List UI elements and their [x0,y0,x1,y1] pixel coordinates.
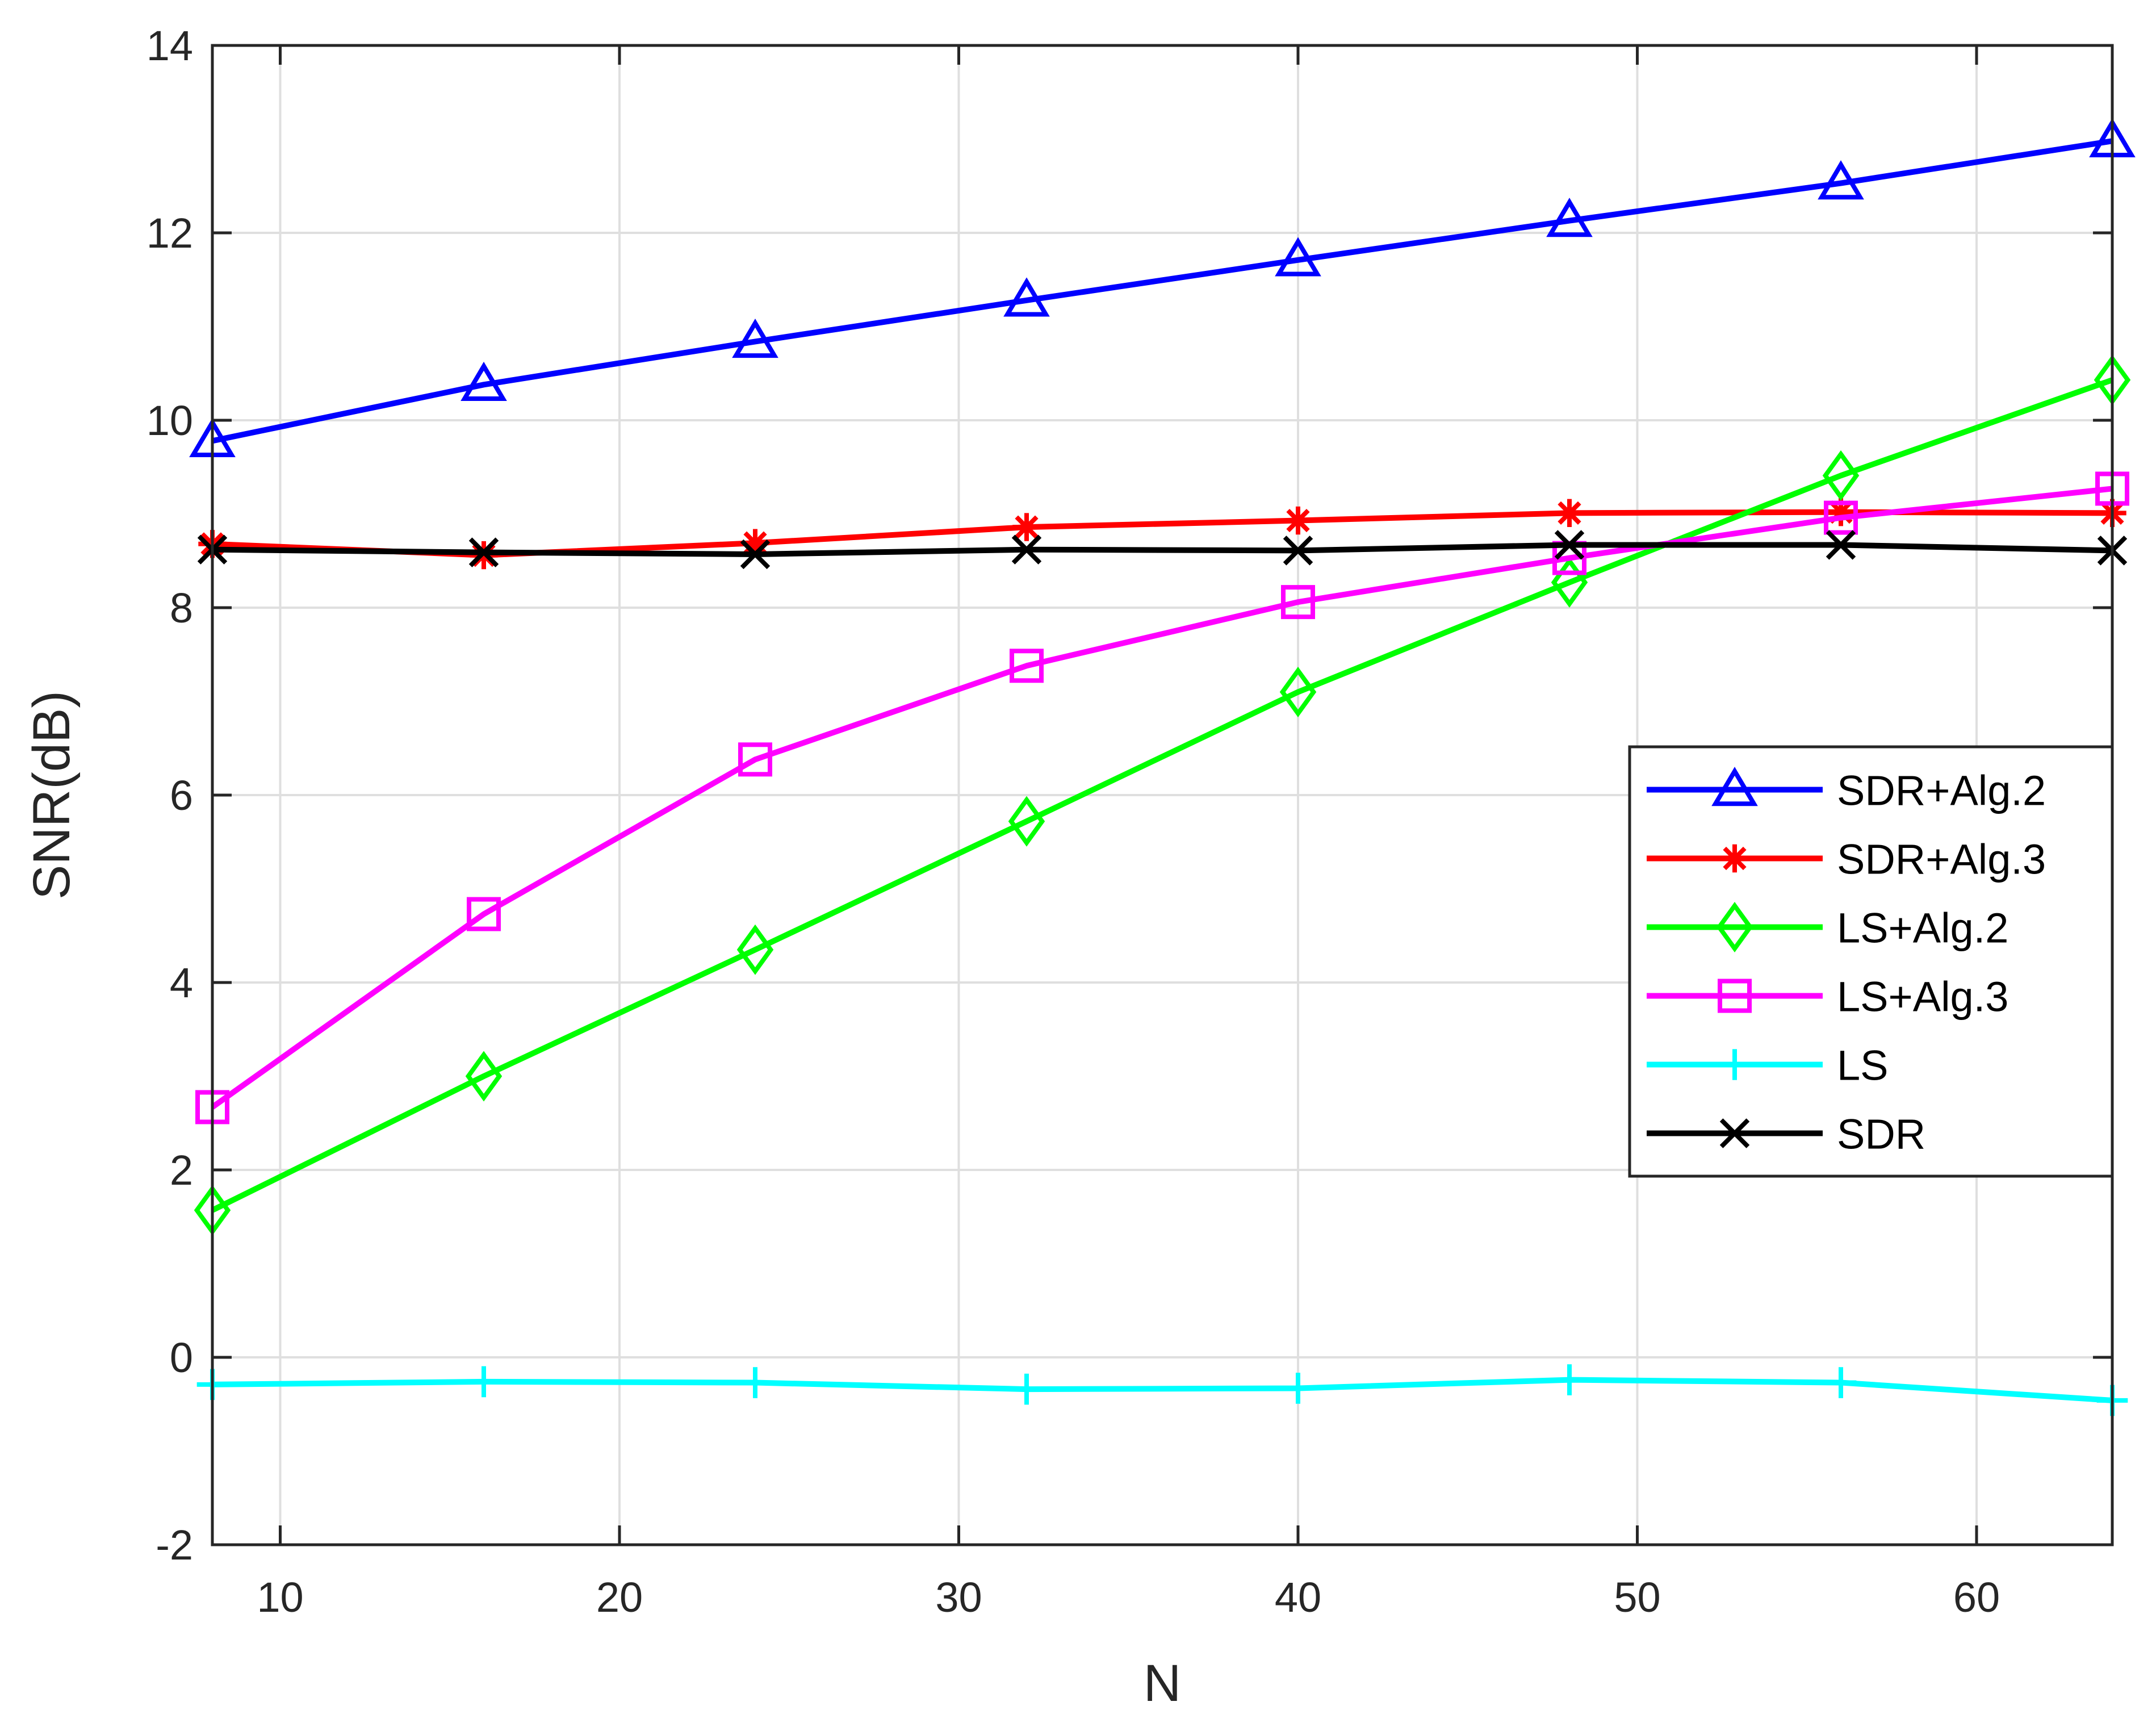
data-point-sdr-alg-3 [1827,498,1855,526]
legend-item-ls-alg-2: LS+Alg.2 [1647,901,2008,953]
data-point-sdr-alg-2 [1818,160,1864,200]
data-point-sdr [1283,536,1313,566]
data-point-sdr-alg-2 [1275,237,1321,277]
series-line-sdr [212,542,2113,557]
legend-marker [1720,844,1749,873]
data-point-ls-alg-3 [467,897,501,931]
y-tick-label: 2 [170,1147,193,1194]
data-point-ls [1825,1367,1857,1398]
data-point-sdr-alg-2 [732,319,778,358]
series-group [189,118,2136,1416]
legend-label: LS [1837,1042,1889,1089]
legend-label: LS+Alg.2 [1837,905,2008,952]
series-line-ls-alg-2 [211,377,2113,1213]
y-tick-label: 4 [170,959,193,1006]
tick-labels: 10 20 30 40 50 60 -2 0 2 4 6 8 10 12 14 [146,22,2000,1621]
data-point-ls-alg-3 [738,742,772,777]
series-line-ls-alg-3 [211,486,2113,1110]
data-point-ls-alg-3 [1010,649,1044,683]
data-point-ls [1011,1373,1043,1405]
data-point-ls [739,1367,771,1398]
legend-box [1628,745,2114,1178]
y-tick-label: 12 [146,210,193,257]
y-tick-label: 0 [170,1334,193,1381]
data-point-sdr-alg-2 [1003,277,1050,317]
data-point-ls-alg-3 [1281,585,1315,620]
legend-marker [1719,1049,1751,1080]
data-point-ls-alg-2 [1551,557,1588,608]
legend-marker [1711,767,1758,806]
legend-item-sdr-alg-2: SDR+Alg.2 [1647,767,2046,814]
x-tick-label: 10 [257,1574,303,1621]
data-point-sdr [1011,534,1042,565]
legend-marker [1719,1118,1750,1148]
legend-marker [1716,901,1753,953]
data-point-sdr [740,539,771,570]
data-point-sdr-alg-3 [741,529,769,557]
data-point-sdr [1554,530,1585,560]
data-point-sdr-alg-3 [1284,506,1312,535]
data-point-ls-alg-3 [1824,500,1858,535]
legend-item-sdr: SDR [1647,1111,1925,1158]
x-tick-label: 60 [1953,1574,2000,1621]
data-point-sdr [468,537,499,567]
y-axis-label: SNR(dB) [23,691,81,900]
data-point-ls-alg-2 [736,924,774,975]
y-tick-label: 8 [170,584,193,632]
data-point-ls [1282,1373,1314,1404]
y-tick-label: 6 [170,772,193,819]
data-point-ls-alg-2 [465,1051,503,1102]
data-point-ls-alg-2 [1279,666,1317,718]
data-point-ls [1554,1364,1585,1395]
y-tick-label: -2 [156,1521,193,1569]
data-point-sdr-alg-3 [1012,513,1041,541]
legend-label: LS+Alg.3 [1837,973,2008,1021]
legend-item-ls-alg-3: LS+Alg.3 [1647,973,2008,1021]
y-tick-label: 14 [146,22,193,69]
data-point-sdr [1826,530,1856,560]
data-point-sdr-alg-3 [1555,499,1584,528]
legend-label: SDR+Alg.2 [1837,767,2046,814]
legend: SDR+Alg.2 SDR+Alg.3 LS+Alg.2 LS+Alg.3 LS SDR [1628,745,2114,1178]
x-tick-label: 50 [1614,1574,1660,1621]
x-tick-label: 40 [1275,1574,1321,1621]
series-line-ls [212,1377,2113,1403]
data-point-ls-alg-2 [1008,796,1045,847]
data-point-sdr-alg-2 [460,361,507,401]
x-tick-label: 30 [935,1574,982,1621]
series-ls-alg-2 [194,354,2131,1236]
x-tick-label: 20 [596,1574,643,1621]
series-sdr-alg-2 [189,118,2136,457]
legend-label: SDR+Alg.3 [1837,836,2046,883]
x-axis-label: N [1144,1654,1181,1712]
y-tick-label: 10 [146,397,193,444]
legend-item-ls: LS [1647,1042,1889,1089]
series-line-sdr-alg-2 [211,138,2113,444]
legend-label: SDR [1837,1111,1925,1158]
data-point-sdr-alg-2 [1546,198,1593,237]
series-ls [196,1364,2128,1416]
data-point-ls [468,1366,500,1398]
data-point-ls-alg-2 [1822,450,1860,501]
legend-marker [1718,979,1752,1013]
legend-item-sdr-alg-3: SDR+Alg.3 [1647,836,2046,883]
